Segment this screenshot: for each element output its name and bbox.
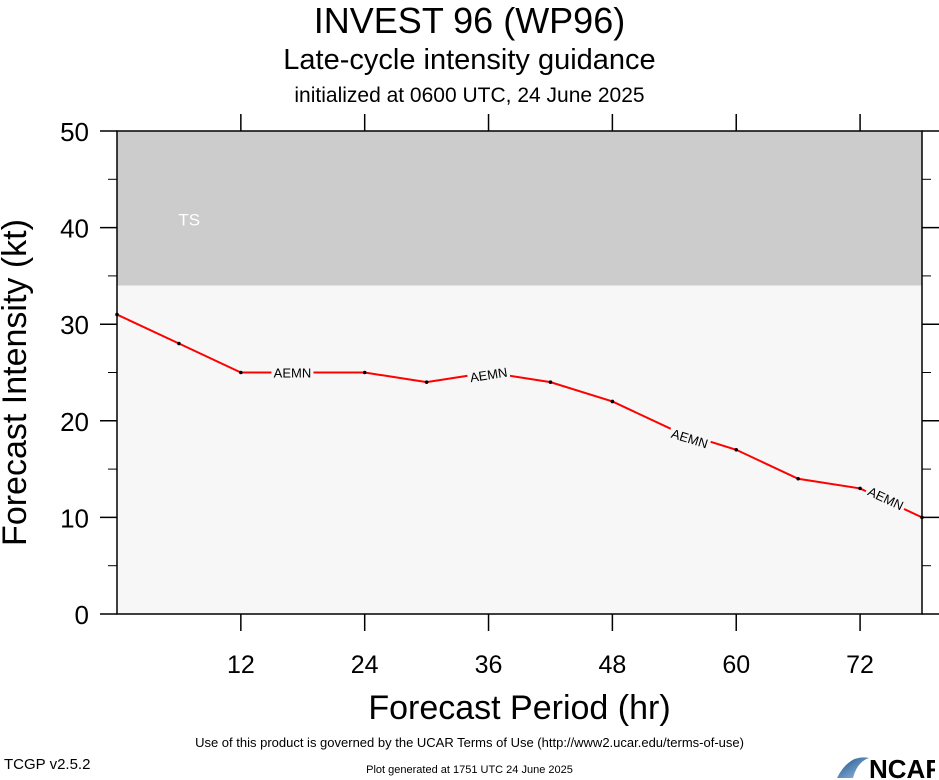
intensity-bands: TS: [117, 131, 922, 614]
chart-subtitle: Late-cycle intensity guidance: [283, 44, 656, 76]
y-tick-label-4: 40: [60, 214, 89, 244]
x-tick-label-2: 36: [475, 651, 503, 679]
series-label-1: AEMN: [469, 365, 508, 386]
series-label-bg-0: [271, 365, 314, 379]
series-label-bg-2: [667, 425, 712, 451]
series-lines: [116, 313, 923, 519]
series-point-0-12: [858, 486, 862, 491]
series-point-0-10: [734, 447, 739, 452]
y-tick-label-0: 0: [75, 600, 89, 630]
x-tick-label-4: 60: [722, 651, 750, 679]
y-tick-label-5: 50: [60, 117, 89, 147]
x-axis-label: Forecast Period (hr): [368, 689, 670, 727]
ncar-logo: NCAR: [837, 754, 935, 780]
terms-of-use-notice: Use of this product is governed by the U…: [195, 735, 744, 750]
y-axis-label: Forecast Intensity (kt): [0, 219, 34, 546]
series-label-bg-3: [864, 482, 908, 513]
generated-timestamp: Plot generated at 1751 UTC 24 June 2025: [366, 764, 573, 776]
init-time-line: initialized at 0600 UTC, 24 June 2025: [294, 84, 645, 107]
series-point-0-5: [424, 380, 429, 384]
series-point-0-11: [796, 476, 800, 481]
band-1: [117, 285, 922, 614]
ncar-logo-swoosh-icon: [837, 757, 869, 778]
axis-ticks: 0 10 20 30 40 50 12 24 36 48 60 72: [60, 114, 939, 679]
x-tick-label-5: 72: [846, 651, 874, 679]
series-line-0: [116, 313, 923, 519]
y-tick-label-3: 30: [60, 310, 89, 340]
chart-title: INVEST 96 (WP96): [313, 0, 626, 41]
series-point-0-4: [362, 370, 367, 375]
x-tick-label-0: 12: [227, 651, 255, 679]
x-tick-label-1: 24: [351, 651, 379, 679]
series-point-0-1: [177, 341, 181, 346]
band-0: [117, 131, 922, 286]
series-label-bg-1: [466, 364, 511, 384]
version-label: TCGP v2.5.2: [4, 756, 91, 773]
series-label-0: AEMN: [274, 366, 312, 381]
series-point-0-8: [610, 399, 615, 404]
series-point-0-2: [239, 370, 243, 375]
series-point-0-7: [548, 380, 553, 384]
x-tick-label-3: 48: [598, 651, 626, 679]
y-tick-label-1: 10: [60, 503, 89, 533]
y-tick-label-2: 20: [60, 407, 89, 437]
ncar-logo-text: NCAR: [869, 754, 935, 780]
band-label-0: TS: [178, 211, 200, 230]
